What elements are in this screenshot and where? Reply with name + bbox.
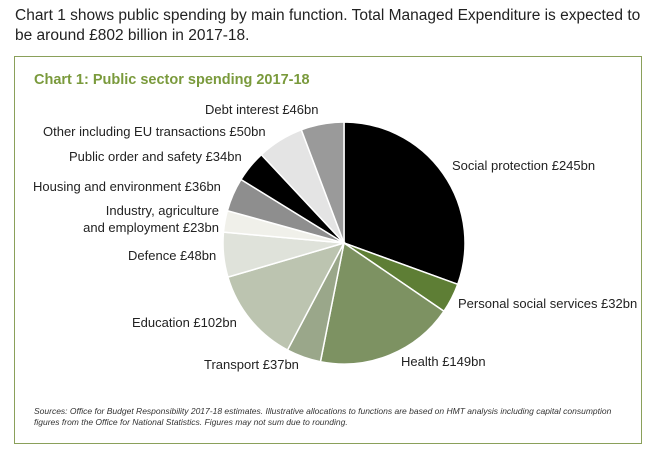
chart-panel: Chart 1: Public sector spending 2017-18 …	[14, 56, 642, 444]
chart-title: Chart 1: Public sector spending 2017-18	[34, 72, 310, 88]
label-education: Education £102bn	[132, 315, 237, 330]
pie-slice-4	[226, 241, 346, 352]
label-industry-line-1: Industry, agriculture	[105, 203, 219, 218]
label-defence: Defence £48bn	[128, 248, 217, 263]
sources-note: Sources: Office for Budget Responsibilit…	[34, 406, 612, 427]
label-personal-social: Personal social services £32bn	[458, 296, 638, 311]
pie-slice-0	[343, 121, 466, 286]
pie-chart	[222, 121, 466, 365]
pie-slice-2	[319, 241, 445, 365]
label-housing: Housing and environment £36bn	[33, 179, 221, 194]
label-public-order: Public order and safety £34bn	[69, 149, 242, 164]
label-industry-line-2: and employment £23bn	[83, 220, 219, 235]
label-other-eu: Other including EU transactions £50bn	[43, 124, 266, 139]
label-social-protection: Social protection £245bn	[452, 158, 596, 173]
label-transport: Transport £37bn	[204, 357, 299, 372]
label-industry: Industry, agriculture and employment £23…	[75, 202, 219, 236]
intro-text: Chart 1 shows public spending by main fu…	[15, 7, 641, 44]
label-debt-interest: Debt interest £46bn	[205, 102, 319, 117]
pie-slice-10	[300, 121, 345, 244]
label-health: Health £149bn	[401, 354, 486, 369]
